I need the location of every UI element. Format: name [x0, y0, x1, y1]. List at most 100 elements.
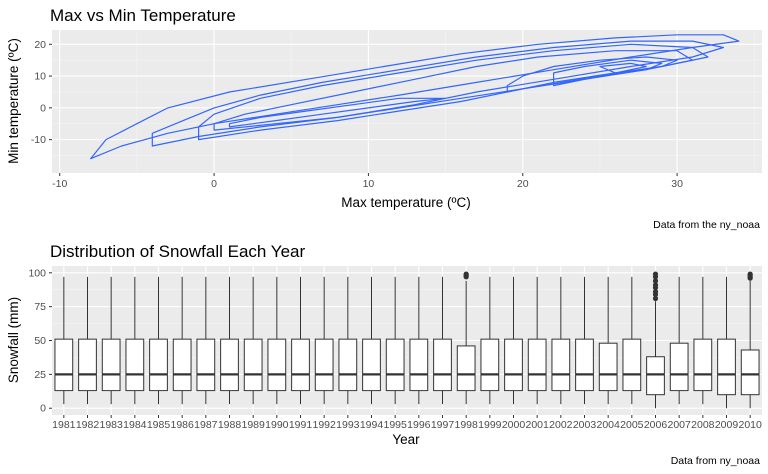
- y-tick-label: 50: [34, 335, 46, 347]
- x-axis-ticks-snowfall: 1981 1982 1983 1984 1985 1986 1987 1988 1989 1990…: [52, 415, 762, 431]
- box-iqr: [101, 338, 121, 392]
- outlier-point: [652, 271, 659, 277]
- box-1982: [78, 276, 97, 405]
- contour-line-5: [228, 97, 447, 128]
- box-1990: [267, 276, 287, 405]
- box-iqr: [267, 338, 287, 392]
- x-tick-label: -10: [52, 178, 67, 190]
- box-1985: [149, 276, 168, 405]
- x-tick-label: 1981: [52, 419, 76, 431]
- x-tick-label: 1997: [431, 419, 455, 431]
- x-axis-title-snowfall: Year: [392, 432, 420, 447]
- title-snowfall: Distribution of Snowfall Each Year: [50, 242, 305, 261]
- box-2009: [717, 276, 736, 409]
- outlier-point: [652, 289, 659, 295]
- box-iqr: [504, 338, 523, 392]
- contour-line-1: [90, 34, 740, 160]
- panel-temperature-contour: Max vs Min Temperature -10 0 10 20 30 -10 0 10…: [6, 6, 762, 231]
- box-1992: [314, 276, 334, 405]
- x-tick-label: 2006: [644, 419, 668, 431]
- box-iqr: [717, 338, 736, 396]
- box-1989: [243, 276, 263, 405]
- box-iqr: [551, 338, 571, 392]
- y-axis-ticks-temperature: -10 0 10 20: [31, 39, 52, 146]
- x-tick-label: 30: [671, 178, 683, 190]
- x-tick-label: 2007: [667, 419, 691, 431]
- x-tick-label: 1995: [383, 419, 407, 431]
- x-tick-label: 10: [363, 178, 375, 190]
- x-tick-label: 1982: [76, 419, 100, 431]
- x-tick-label: 1994: [360, 419, 384, 431]
- box-iqr: [149, 338, 168, 392]
- plot-background-temperature: [52, 30, 762, 173]
- box-2003: [575, 276, 594, 405]
- x-tick-label: 1998: [454, 419, 478, 431]
- box-iqr: [622, 338, 642, 392]
- box-1981: [54, 276, 74, 405]
- box-1995: [385, 276, 405, 405]
- y-axis-ticks-snowfall: 0 25 50 75 100: [28, 267, 52, 415]
- title-temperature: Max vs Min Temperature: [50, 6, 236, 25]
- x-tick-label: 2009: [715, 419, 739, 431]
- box-1999: [480, 276, 500, 405]
- box-iqr: [385, 338, 405, 392]
- box-1998: [456, 271, 476, 405]
- x-axis-title-temperature: Max temperature (ºC): [341, 195, 470, 210]
- box-iqr: [78, 338, 97, 392]
- box-iqr: [409, 338, 429, 392]
- box-1986: [172, 276, 192, 405]
- x-tick-label: 1988: [218, 419, 242, 431]
- box-2001: [527, 276, 547, 405]
- panel-snowfall-boxplot: Distribution of Snowfall Each Year 1981 1…: [6, 242, 762, 467]
- box-1984: [125, 276, 145, 405]
- x-tick-label: 1989: [241, 419, 265, 431]
- caption-snowfall: Data from ny_noaa: [671, 455, 760, 467]
- contour-lines: [90, 34, 740, 160]
- x-tick-label: 2010: [738, 419, 762, 431]
- y-tick-label: 20: [34, 39, 46, 51]
- x-tick-label: 1986: [170, 419, 194, 431]
- box-iqr: [433, 338, 452, 392]
- box-iqr: [598, 342, 618, 392]
- box-1988: [220, 276, 239, 405]
- x-tick-label: 2002: [549, 419, 573, 431]
- x-tick-label: 2003: [573, 419, 597, 431]
- box-iqr: [172, 338, 192, 392]
- x-tick-label: 2005: [620, 419, 644, 431]
- box-iqr: [220, 338, 239, 392]
- y-tick-label: 0: [40, 403, 46, 415]
- y-tick-label: 10: [34, 71, 46, 83]
- gridlines-temperature: [52, 30, 762, 173]
- box-iqr: [646, 356, 665, 396]
- y-tick-label: 25: [34, 369, 46, 381]
- x-tick-label: 1983: [99, 419, 123, 431]
- y-tick-label: 100: [28, 267, 46, 279]
- x-tick-label: 1993: [336, 419, 360, 431]
- box-iqr: [196, 338, 216, 392]
- box-iqr: [291, 338, 310, 392]
- box-iqr: [527, 338, 547, 392]
- contour-line-8: [599, 62, 647, 74]
- x-tick-label: 1999: [478, 419, 502, 431]
- box-2007: [669, 276, 689, 405]
- x-tick-label: 1985: [147, 419, 171, 431]
- caption-temperature: Data from the ny_noaa: [653, 219, 760, 231]
- x-tick-label: 1992: [312, 419, 336, 431]
- y-axis-title-temperature: Min temperature (ºC): [6, 38, 21, 164]
- box-iqr: [338, 338, 358, 392]
- box-1991: [291, 276, 310, 405]
- contour-line-3: [198, 43, 709, 141]
- x-tick-label: 2008: [691, 419, 715, 431]
- box-iqr: [125, 338, 145, 392]
- contour-line-4: [213, 50, 694, 131]
- y-axis-title-snowfall: Snowfall (mm): [6, 297, 21, 383]
- box-2005: [622, 276, 642, 405]
- box-iqr: [693, 338, 713, 392]
- box-1997: [433, 276, 452, 405]
- y-tick-label: 75: [34, 301, 46, 313]
- contour-line-6: [506, 56, 678, 93]
- x-tick-label: 2001: [525, 419, 549, 431]
- x-tick-label: 1987: [194, 419, 218, 431]
- box-2008: [693, 276, 713, 405]
